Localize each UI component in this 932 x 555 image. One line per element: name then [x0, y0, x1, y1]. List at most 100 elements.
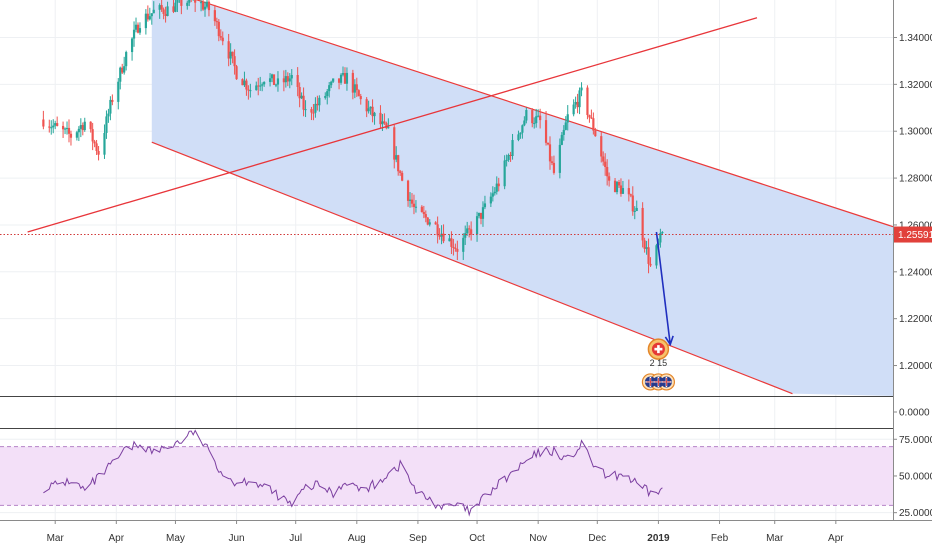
time-axis[interactable]: Mar Apr May Jun Jul Aug Sep Oct Nov Dec 2019 Feb Mar…	[47, 520, 845, 544]
rsi-axis: 75.0000 50.0000 25.0000	[893, 435, 932, 519]
candle-body	[136, 24, 140, 33]
price-pane[interactable]: 2 15	[0, 0, 894, 396]
candle-body	[572, 104, 575, 115]
candle-body	[509, 154, 512, 157]
price-axis-label: 1.28000	[899, 174, 932, 185]
candle-body	[602, 156, 605, 162]
candle-body	[172, 6, 175, 12]
candle-body	[314, 103, 317, 113]
candle-body	[475, 216, 479, 235]
candle-body	[150, 13, 153, 17]
candle-body	[125, 52, 128, 67]
candle-body	[65, 127, 69, 129]
candle-body	[296, 75, 299, 87]
descending-channel-fill	[151, 0, 893, 396]
swiss-flag-icon[interactable]	[647, 338, 670, 360]
candle-body	[481, 207, 485, 219]
candle-body	[300, 95, 303, 99]
projection-arrow[interactable]	[655, 231, 674, 347]
time-axis-label: Apr	[828, 533, 844, 544]
candle-body	[422, 211, 425, 215]
candle-body	[440, 233, 443, 237]
channel-upper-line[interactable]	[191, 0, 894, 228]
candle-body	[574, 101, 577, 105]
candle-body	[373, 112, 376, 117]
candle-body	[103, 132, 106, 155]
candle-body	[452, 246, 455, 248]
candle-body	[339, 74, 343, 83]
candle-body	[217, 21, 220, 37]
rsi-axis-label: 50.0000	[899, 471, 932, 482]
candle-body	[69, 133, 73, 138]
candle-body	[519, 132, 522, 135]
candle-body	[263, 81, 266, 85]
candle-body	[160, 5, 163, 10]
rising-trendline[interactable]	[27, 17, 758, 233]
candle-body	[272, 74, 276, 85]
volume-axis-label: 0.0000	[899, 408, 930, 419]
candle-body	[357, 90, 360, 97]
candle-body	[456, 248, 459, 252]
time-axis-label: Nov	[529, 533, 547, 544]
candle-body	[643, 240, 646, 249]
candle-body	[489, 196, 492, 204]
time-axis-label: Feb	[711, 533, 729, 544]
candle-body	[81, 125, 84, 131]
time-axis-label: Sep	[409, 533, 427, 544]
candle-body	[535, 116, 538, 124]
flag-cross-vertical	[657, 345, 660, 354]
candle-body	[511, 140, 514, 157]
candle-body	[426, 217, 429, 225]
candle-body	[203, 6, 207, 10]
candle-body	[261, 84, 264, 86]
candle-body	[123, 66, 126, 73]
candle-body	[284, 76, 287, 83]
candle-body	[420, 206, 423, 212]
candle-body	[365, 99, 368, 112]
time-axis-label: Jul	[289, 533, 302, 544]
channel-lower-line[interactable]	[151, 141, 793, 395]
candle-body	[121, 67, 124, 73]
candle-body	[408, 199, 412, 201]
candle-body	[606, 166, 609, 177]
candle-body	[521, 125, 524, 133]
candle-body	[393, 127, 396, 160]
candle-body	[385, 123, 388, 129]
candle-body	[544, 120, 548, 143]
candle-body	[448, 238, 451, 242]
candle-body	[148, 16, 151, 20]
candle-body	[194, 0, 197, 3]
candle-body	[438, 235, 441, 237]
candle-body	[97, 150, 100, 155]
price-axis[interactable]: 1.34000 1.32000 1.30000 1.28000 1.26000 1.240…	[893, 33, 932, 372]
uk-flag-icon[interactable]	[641, 373, 676, 391]
candle-body	[578, 90, 581, 108]
candle-body	[302, 95, 305, 110]
rsi-pane[interactable]	[0, 429, 893, 517]
candle-body	[54, 123, 57, 126]
candle-body	[507, 154, 510, 160]
candle-body	[450, 238, 453, 247]
candle-body	[395, 155, 398, 160]
candle-body	[176, 0, 179, 3]
candle-body	[345, 72, 349, 84]
candle-body	[158, 5, 161, 10]
candle-body	[604, 161, 607, 167]
price-axis-label: 1.22000	[899, 314, 932, 325]
candle-body	[324, 95, 327, 98]
candle-body	[661, 232, 664, 234]
candle-body	[464, 233, 467, 238]
candle-body	[42, 119, 45, 127]
candle-body	[207, 1, 211, 11]
candle-body	[221, 37, 224, 42]
candle-body	[627, 188, 630, 195]
candle-body	[399, 171, 402, 173]
candle-body	[379, 112, 382, 125]
candle-body	[243, 80, 246, 86]
candle-body	[397, 155, 400, 172]
candle-body	[434, 222, 437, 225]
price-axis-label: 1.26000	[899, 220, 932, 231]
candle-body	[588, 115, 591, 118]
